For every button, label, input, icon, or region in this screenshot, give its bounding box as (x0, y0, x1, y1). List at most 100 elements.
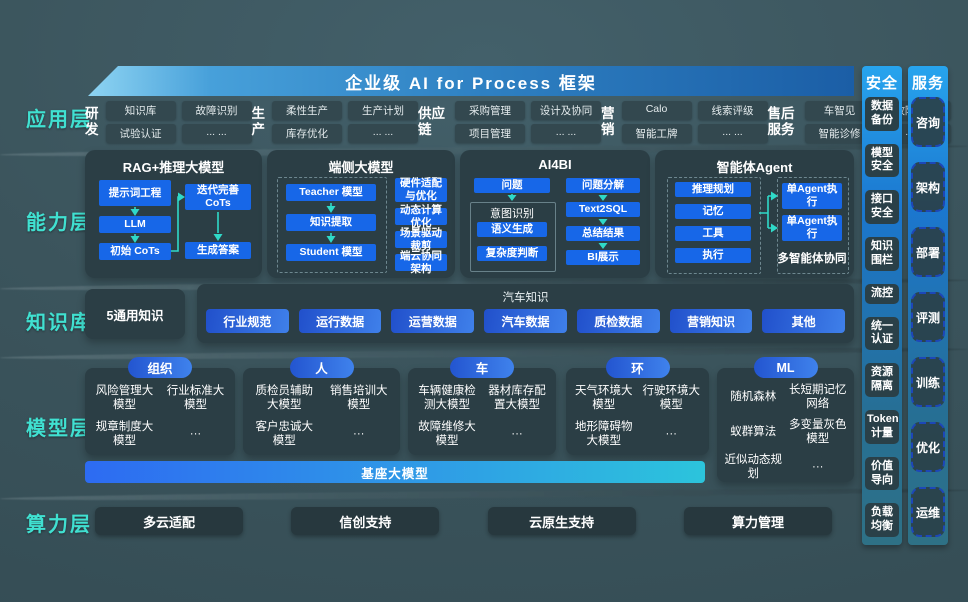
model-item: 销售培训大模型 (330, 384, 388, 411)
model-group-pill: ML (753, 357, 818, 378)
knowledge-pill: 行业规范 (206, 309, 289, 333)
security-item: 知识围栏 (865, 237, 899, 271)
model-item: 随机森林 (730, 391, 777, 404)
flow-box: 提示词工程 (99, 180, 171, 206)
model-group-pill: 环 (605, 357, 670, 378)
knowledge-pill: 质检数据 (576, 309, 660, 333)
app-item: ... ... (348, 124, 418, 143)
compute-item: 信创支持 (291, 507, 440, 535)
app-group-marketing: 营销 Calo 线索评级 智能工牌 ... ... (601, 101, 768, 143)
capability-card-ai4bi: AI4BI 问题 意图识别 语义生成 复杂度判断 问题分解 Text2SQL 总… (460, 150, 650, 278)
card-title: 智能体Agent (716, 160, 793, 175)
app-item: 试验认证 (105, 124, 176, 143)
security-item: 流控 (865, 283, 899, 304)
security-column-title: 安全 (865, 75, 898, 92)
model-item: 车辆健康检测大模型 (418, 384, 476, 411)
layer-label-model: 模型层 (26, 418, 92, 440)
model-item: 器材库存配置大模型 (488, 384, 546, 411)
security-item: Token计量 (865, 410, 899, 444)
model-item: ··· (812, 460, 824, 473)
app-group-label: 供应链 (418, 106, 445, 137)
capability-card-agent: 智能体Agent 推理规划 记忆 工具 执行 单Agent执行 单Agent执行… (655, 150, 854, 278)
app-group-rd: 研发 知识库 故障识别 试验认证 ... ... (85, 101, 252, 143)
page-title: 企业级 AI for Process 框架 (345, 73, 597, 93)
knowledge-pill: 运行数据 (298, 309, 382, 333)
auto-knowledge-title: 汽车知识 (502, 292, 549, 304)
flow-box: 单Agent执行 (782, 183, 842, 209)
flow-box: Text2SQL (566, 202, 640, 217)
service-item: 架构 (911, 162, 945, 212)
service-item: 部署 (911, 227, 945, 277)
security-column: 安全 数据备份 模型安全 接口安全 知识围栏 流控 统一认证 资源隔离 Toke… (862, 66, 902, 545)
flow-box: Teacher 模型 (286, 184, 376, 201)
knowledge-pill-row: 行业规范 运行数据 运营数据 汽车数据 质检数据 营销知识 其他 (206, 309, 846, 333)
app-item: 线索评级 (697, 101, 768, 120)
model-item: 行驶环境大模型 (642, 384, 701, 411)
app-item: 知识库 (105, 101, 176, 120)
model-group-environment: 环 天气环境大模型 行驶环境大模型 地形障碍物大模型 ··· (566, 357, 709, 455)
app-item: 项目管理 (455, 124, 525, 143)
model-group-person: 人 质检员辅助大模型 销售培训大模型 客户忠诚大模型 ··· (243, 357, 400, 455)
layer-divider (0, 486, 968, 503)
app-group-items: Calo 线索评级 智能工牌 ... ... (621, 101, 768, 143)
app-item: ... ... (531, 124, 601, 143)
model-item: 蚁群算法 (730, 425, 777, 438)
flow-box: BI展示 (566, 250, 640, 265)
model-group-vehicle: 车 车辆健康检测大模型 器材库存配置大模型 故障维修大模型 ··· (408, 357, 556, 455)
model-group-ml: ML 随机森林 长短期记忆网络 蚁群算法 多变量灰色模型 近似动态规划 ··· (717, 357, 854, 482)
model-item: 天气环境大模型 (575, 384, 633, 411)
service-item: 评测 (911, 292, 945, 342)
card-title: RAG+推理大模型 (122, 160, 225, 175)
model-group-pill: 车 (450, 357, 514, 378)
flow-box: 端云协同架构 (395, 250, 447, 275)
flow-box: 问题分解 (566, 178, 640, 193)
service-item: 运维 (911, 487, 945, 537)
model-group-pill: 人 (289, 357, 354, 378)
model-item: ··· (189, 427, 202, 440)
compute-layer-row: 多云适配 信创支持 云原生支持 算力管理 (95, 507, 832, 535)
model-item: 多变量灰色模型 (789, 418, 847, 446)
model-item: ··· (353, 427, 365, 440)
security-item: 数据备份 (865, 97, 899, 131)
knowledge-pill: 营销知识 (669, 309, 753, 333)
flow-box: Student 模型 (286, 244, 376, 261)
card-title: AI4BI (538, 157, 572, 172)
general-knowledge-card: 5通用知识 (85, 289, 185, 339)
layer-label-knowledge: 知识库 (26, 312, 92, 334)
model-item: 质检员辅助大模型 (255, 384, 314, 411)
app-item: 柔性生产 (272, 101, 342, 120)
model-item: 长短期记忆网络 (789, 384, 847, 411)
app-group-label: 售后服务 (767, 106, 795, 137)
flow-box: 复杂度判断 (477, 246, 547, 261)
layer-label-capability: 能力层 (26, 212, 92, 234)
app-item: 库存优化 (272, 124, 342, 143)
knowledge-pill: 运营数据 (391, 309, 475, 333)
capability-card-edge: 端侧大模型 Teacher 模型 知识提取 Student 模型 硬件适配与优化… (267, 150, 455, 278)
flow-box: 总结结果 (566, 226, 640, 241)
flow-box: 生成答案 (185, 242, 251, 259)
service-item: 优化 (911, 422, 945, 472)
app-item: ... ... (181, 124, 252, 143)
knowledge-pill: 汽车数据 (484, 309, 567, 333)
app-item: ... ... (697, 124, 768, 143)
model-item: 规章制度大模型 (95, 420, 154, 447)
service-items: 咨询 架构 部署 评测 训练 优化 运维 (908, 97, 948, 537)
knowledge-pill: 其他 (762, 309, 846, 333)
intent-title: 意图识别 (490, 208, 534, 220)
app-group-production: 生产 柔性生产 生产计划 库存优化 ... ... (252, 101, 418, 143)
model-item: 行业标准大模型 (166, 384, 225, 411)
app-item: 智能工牌 (621, 124, 692, 143)
model-group-org: 组织 风险管理大模型 行业标准大模型 规章制度大模型 ··· (85, 357, 235, 455)
model-item: 故障维修大模型 (418, 420, 476, 447)
flow-box: 知识提取 (286, 214, 376, 231)
services-column-title: 服务 (911, 75, 944, 92)
card-title: 端侧大模型 (328, 160, 394, 175)
security-items: 数据备份 模型安全 接口安全 知识围栏 流控 统一认证 资源隔离 Token计量… (862, 97, 902, 537)
capability-card-rag: RAG+推理大模型 提示词工程 LLM 初始 CoTs 迭代完善CoTs 生成答… (85, 150, 262, 278)
flow-box: 初始 CoTs (99, 243, 171, 260)
app-group-items: 采购管理 设计及协同 项目管理 ... ... (455, 101, 601, 143)
flow-box: 工具 (675, 226, 751, 241)
base-model-label: 基座大模型 (361, 466, 429, 481)
compute-item: 算力管理 (683, 507, 832, 535)
